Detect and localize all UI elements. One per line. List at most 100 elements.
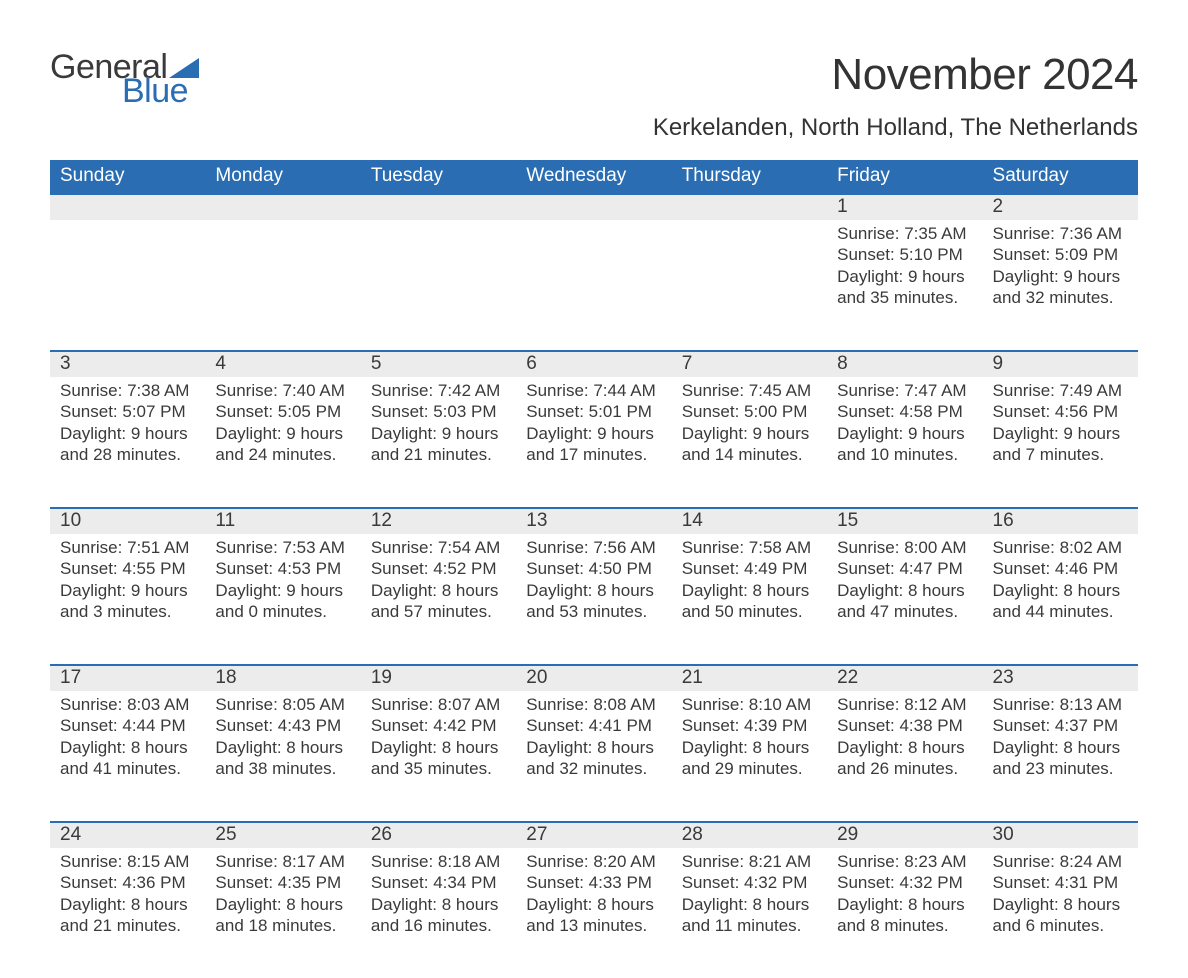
sunset-text: Sunset: 4:32 PM <box>837 872 972 893</box>
sunrise-text: Sunrise: 7:45 AM <box>682 380 817 401</box>
sunset-text: Sunset: 4:58 PM <box>837 401 972 422</box>
weekday-header-row: Sunday Monday Tuesday Wednesday Thursday… <box>50 160 1138 193</box>
daylight-text: Daylight: 9 hours <box>993 423 1128 444</box>
day-number: 8 <box>827 350 982 377</box>
day-body: Sunrise: 7:45 AMSunset: 5:00 PMDaylight:… <box>672 377 827 479</box>
sunrise-text: Sunrise: 8:07 AM <box>371 694 506 715</box>
week-daynum-row: 24252627282930 <box>50 821 1138 848</box>
sunset-text: Sunset: 4:53 PM <box>215 558 350 579</box>
daylight-text: Daylight: 8 hours <box>215 737 350 758</box>
week-daynum-row: 12 <box>50 193 1138 220</box>
day-cell: Sunrise: 7:49 AMSunset: 4:56 PMDaylight:… <box>983 377 1138 507</box>
day-body: Sunrise: 7:47 AMSunset: 4:58 PMDaylight:… <box>827 377 982 479</box>
daylight-text: and 10 minutes. <box>837 444 972 465</box>
daylight-text: Daylight: 8 hours <box>682 737 817 758</box>
daylight-text: Daylight: 9 hours <box>60 580 195 601</box>
day-body: Sunrise: 7:44 AMSunset: 5:01 PMDaylight:… <box>516 377 671 479</box>
day-number: 21 <box>672 664 827 691</box>
daylight-text: and 21 minutes. <box>371 444 506 465</box>
sunrise-text: Sunrise: 7:49 AM <box>993 380 1128 401</box>
daylight-text: Daylight: 8 hours <box>60 737 195 758</box>
day-cell: Sunrise: 7:56 AMSunset: 4:50 PMDaylight:… <box>516 534 671 664</box>
daylight-text: Daylight: 8 hours <box>682 580 817 601</box>
daylight-text: Daylight: 9 hours <box>215 423 350 444</box>
daylight-text: Daylight: 8 hours <box>60 894 195 915</box>
daylight-text: Daylight: 9 hours <box>371 423 506 444</box>
sunrise-text: Sunrise: 7:35 AM <box>837 223 972 244</box>
daylight-text: and 38 minutes. <box>215 758 350 779</box>
day-body: Sunrise: 8:03 AMSunset: 4:44 PMDaylight:… <box>50 691 205 793</box>
day-cell <box>516 220 671 350</box>
day-number-cell: 19 <box>361 664 516 691</box>
sunset-text: Sunset: 4:36 PM <box>60 872 195 893</box>
daylight-text: and 24 minutes. <box>215 444 350 465</box>
sunset-text: Sunset: 5:05 PM <box>215 401 350 422</box>
day-body: Sunrise: 8:05 AMSunset: 4:43 PMDaylight:… <box>205 691 360 793</box>
daylight-text: and 35 minutes. <box>371 758 506 779</box>
day-cell <box>672 220 827 350</box>
sunrise-text: Sunrise: 8:15 AM <box>60 851 195 872</box>
daylight-text: and 14 minutes. <box>682 444 817 465</box>
sunset-text: Sunset: 4:37 PM <box>993 715 1128 736</box>
daylight-text: and 28 minutes. <box>60 444 195 465</box>
weekday-header: Monday <box>205 160 360 193</box>
day-cell: Sunrise: 7:53 AMSunset: 4:53 PMDaylight:… <box>205 534 360 664</box>
day-number <box>672 193 827 220</box>
sunset-text: Sunset: 4:38 PM <box>837 715 972 736</box>
daylight-text: Daylight: 8 hours <box>215 894 350 915</box>
day-body: Sunrise: 8:02 AMSunset: 4:46 PMDaylight:… <box>983 534 1138 636</box>
day-number-cell: 3 <box>50 350 205 377</box>
day-number-cell: 13 <box>516 507 671 534</box>
day-body: Sunrise: 7:36 AMSunset: 5:09 PMDaylight:… <box>983 220 1138 322</box>
daylight-text: and 32 minutes. <box>993 287 1128 308</box>
daylight-text: Daylight: 9 hours <box>993 266 1128 287</box>
sunset-text: Sunset: 5:01 PM <box>526 401 661 422</box>
day-number-cell: 24 <box>50 821 205 848</box>
day-body: Sunrise: 8:24 AMSunset: 4:31 PMDaylight:… <box>983 848 1138 950</box>
day-cell: Sunrise: 7:51 AMSunset: 4:55 PMDaylight:… <box>50 534 205 664</box>
daylight-text: Daylight: 9 hours <box>682 423 817 444</box>
logo: General Blue <box>50 50 199 108</box>
day-number-cell <box>205 193 360 220</box>
sunrise-text: Sunrise: 7:44 AM <box>526 380 661 401</box>
daylight-text: and 50 minutes. <box>682 601 817 622</box>
sunset-text: Sunset: 4:34 PM <box>371 872 506 893</box>
day-number-cell: 10 <box>50 507 205 534</box>
day-body: Sunrise: 8:23 AMSunset: 4:32 PMDaylight:… <box>827 848 982 950</box>
day-number: 19 <box>361 664 516 691</box>
day-body: Sunrise: 7:54 AMSunset: 4:52 PMDaylight:… <box>361 534 516 636</box>
day-number: 5 <box>361 350 516 377</box>
day-cell: Sunrise: 8:07 AMSunset: 4:42 PMDaylight:… <box>361 691 516 821</box>
day-cell: Sunrise: 8:05 AMSunset: 4:43 PMDaylight:… <box>205 691 360 821</box>
daylight-text: Daylight: 8 hours <box>371 737 506 758</box>
location-label: Kerkelanden, North Holland, The Netherla… <box>653 114 1138 142</box>
sunrise-text: Sunrise: 7:53 AM <box>215 537 350 558</box>
weekday-header: Wednesday <box>516 160 671 193</box>
day-number-cell: 14 <box>672 507 827 534</box>
day-body <box>205 220 360 237</box>
day-body: Sunrise: 7:40 AMSunset: 5:05 PMDaylight:… <box>205 377 360 479</box>
day-number-cell: 27 <box>516 821 671 848</box>
day-number-cell: 25 <box>205 821 360 848</box>
sunset-text: Sunset: 4:43 PM <box>215 715 350 736</box>
sunrise-text: Sunrise: 7:54 AM <box>371 537 506 558</box>
day-body: Sunrise: 8:17 AMSunset: 4:35 PMDaylight:… <box>205 848 360 950</box>
daylight-text: and 7 minutes. <box>993 444 1128 465</box>
day-cell: Sunrise: 8:23 AMSunset: 4:32 PMDaylight:… <box>827 848 982 978</box>
day-body: Sunrise: 8:10 AMSunset: 4:39 PMDaylight:… <box>672 691 827 793</box>
weekday-header: Saturday <box>983 160 1138 193</box>
sunrise-text: Sunrise: 8:08 AM <box>526 694 661 715</box>
day-cell: Sunrise: 7:38 AMSunset: 5:07 PMDaylight:… <box>50 377 205 507</box>
day-cell: Sunrise: 8:24 AMSunset: 4:31 PMDaylight:… <box>983 848 1138 978</box>
day-cell: Sunrise: 8:08 AMSunset: 4:41 PMDaylight:… <box>516 691 671 821</box>
day-number: 24 <box>50 821 205 848</box>
day-number: 4 <box>205 350 360 377</box>
day-number: 16 <box>983 507 1138 534</box>
day-cell: Sunrise: 8:18 AMSunset: 4:34 PMDaylight:… <box>361 848 516 978</box>
day-number: 26 <box>361 821 516 848</box>
day-cell: Sunrise: 8:15 AMSunset: 4:36 PMDaylight:… <box>50 848 205 978</box>
day-cell: Sunrise: 8:17 AMSunset: 4:35 PMDaylight:… <box>205 848 360 978</box>
day-number: 25 <box>205 821 360 848</box>
sunrise-text: Sunrise: 8:00 AM <box>837 537 972 558</box>
week-body-row: Sunrise: 7:38 AMSunset: 5:07 PMDaylight:… <box>50 377 1138 507</box>
